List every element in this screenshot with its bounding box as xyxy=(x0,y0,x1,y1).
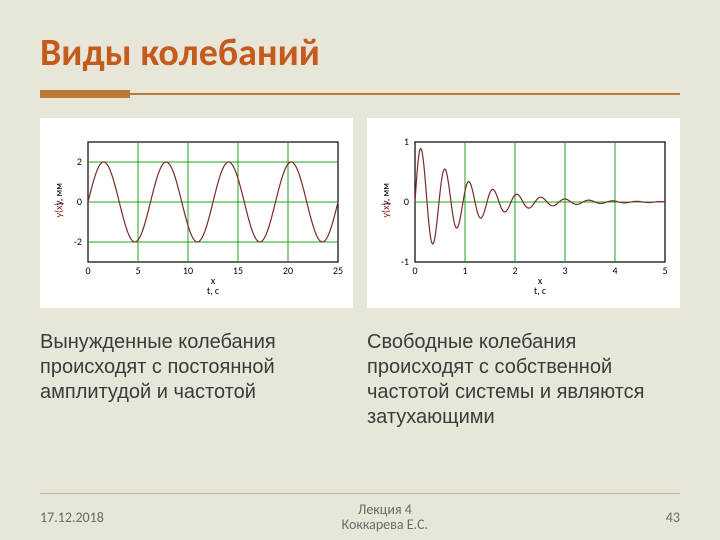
left-column: 0510152025-202xt, cy, ммy(x) Вынужденные… xyxy=(40,118,353,430)
rule-bar xyxy=(40,90,130,98)
svg-text:2: 2 xyxy=(512,264,517,277)
svg-text:1: 1 xyxy=(462,264,467,277)
svg-text:15: 15 xyxy=(233,264,243,277)
footer-center: Лекция 4 Коккарева Е.С. xyxy=(104,502,666,533)
svg-text:y(x): y(x) xyxy=(52,203,65,218)
footer-lecture: Лекция 4 xyxy=(104,502,666,517)
left-chart-frame: 0510152025-202xt, cy, ммy(x) xyxy=(40,118,353,308)
svg-text:0: 0 xyxy=(77,195,82,208)
svg-text:20: 20 xyxy=(283,264,293,277)
footer: 17.12.2018 Лекция 4 Коккарева Е.С. 43 xyxy=(40,493,680,540)
svg-text:-2: -2 xyxy=(74,235,82,248)
footer-date: 17.12.2018 xyxy=(40,509,104,526)
left-caption: Вынужденные колебания происходят с посто… xyxy=(40,330,353,405)
right-column: 012345-101xt, cy, ммy(x) Свободные колеб… xyxy=(367,118,680,430)
svg-text:3: 3 xyxy=(562,264,567,277)
title-block: Виды колебаний xyxy=(0,0,720,90)
svg-text:5: 5 xyxy=(662,264,667,277)
svg-text:-1: -1 xyxy=(401,255,409,268)
svg-text:0: 0 xyxy=(412,264,417,277)
right-chart-frame: 012345-101xt, cy, ммy(x) xyxy=(367,118,680,308)
svg-text:5: 5 xyxy=(135,264,140,277)
title-rule xyxy=(40,90,680,100)
svg-text:2: 2 xyxy=(77,155,82,168)
svg-text:25: 25 xyxy=(333,264,343,277)
damped-oscillation-chart: 012345-101xt, cy, ммy(x) xyxy=(375,128,675,298)
svg-text:4: 4 xyxy=(612,264,617,277)
slide-title: Виды колебаний xyxy=(40,30,680,76)
svg-text:y(x): y(x) xyxy=(379,203,392,218)
footer-page: 43 xyxy=(666,509,680,526)
footer-author: Коккарева Е.С. xyxy=(104,517,666,532)
rule-line xyxy=(40,93,680,95)
svg-text:y, мм: y, мм xyxy=(52,183,65,205)
svg-text:10: 10 xyxy=(183,264,193,277)
content-row: 0510152025-202xt, cy, ммy(x) Вынужденные… xyxy=(0,118,720,430)
svg-text:0: 0 xyxy=(85,264,90,277)
svg-text:t, c: t, c xyxy=(534,284,547,297)
right-caption: Свободные колебания происходят с собстве… xyxy=(367,330,680,430)
slide: Виды колебаний 0510152025-202xt, cy, ммy… xyxy=(0,0,720,540)
svg-text:y, мм: y, мм xyxy=(379,183,392,205)
svg-text:t, c: t, c xyxy=(207,284,220,297)
svg-text:0: 0 xyxy=(404,195,409,208)
svg-text:1: 1 xyxy=(404,135,409,148)
forced-oscillation-chart: 0510152025-202xt, cy, ммy(x) xyxy=(48,128,348,298)
